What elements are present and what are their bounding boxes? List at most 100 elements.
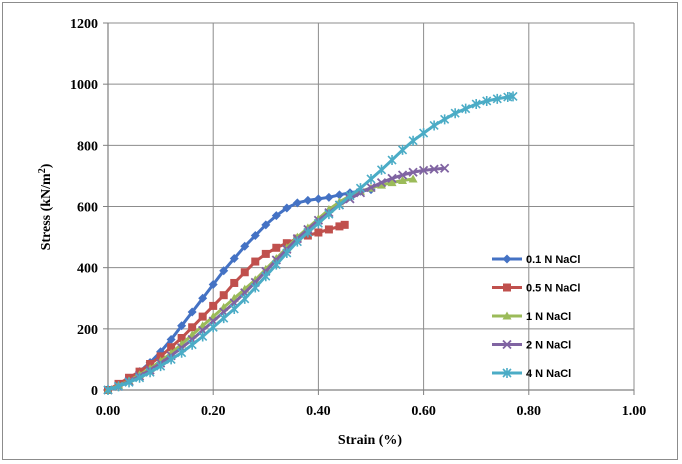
data-point	[450, 108, 460, 119]
data-point	[397, 144, 408, 155]
legend-item: 2 N NaCl	[492, 340, 571, 352]
data-point	[251, 257, 260, 266]
data-point	[240, 293, 250, 304]
data-point	[177, 334, 186, 343]
data-point	[440, 114, 450, 125]
data-point	[156, 361, 166, 372]
data-point	[492, 93, 502, 104]
x-tick-label: 1.00	[622, 404, 647, 419]
data-point	[282, 203, 292, 213]
data-point	[429, 120, 439, 131]
data-point	[508, 91, 518, 102]
series-line	[107, 188, 372, 392]
data-point	[334, 190, 344, 200]
data-point	[219, 266, 229, 276]
y-tick-label: 0	[91, 384, 98, 399]
y-axis-label: Stress (kN/m2)	[37, 163, 54, 250]
axes	[103, 22, 635, 395]
series-2	[104, 220, 349, 394]
data-point	[471, 99, 481, 110]
data-point	[440, 163, 450, 173]
data-point	[419, 128, 429, 139]
data-point	[482, 95, 492, 106]
data-point	[314, 228, 323, 237]
legend: 0.1 N NaCl 0.5 N NaCl 1 N NaCl 2 N NaCl 4 N …	[492, 254, 580, 380]
data-point	[387, 178, 397, 187]
data-point	[461, 103, 471, 114]
legend-label: 1 N NaCl	[526, 311, 571, 323]
data-point	[261, 220, 271, 230]
data-point	[208, 279, 218, 289]
data-point	[261, 271, 271, 282]
data-point	[324, 225, 333, 234]
data-point	[387, 155, 397, 166]
data-point	[166, 354, 176, 365]
data-point	[292, 236, 302, 247]
data-point	[292, 198, 302, 208]
data-point	[240, 241, 250, 251]
data-point	[355, 183, 366, 194]
data-point	[209, 301, 218, 310]
data-point	[229, 303, 239, 314]
y-tick-label: 1200	[70, 17, 98, 32]
data-point	[271, 259, 281, 270]
data-point	[303, 195, 313, 205]
y-tick-label: 600	[77, 201, 98, 216]
data-point	[103, 385, 113, 395]
y-tick-label: 800	[77, 139, 98, 154]
data-point	[187, 307, 197, 317]
data-point	[146, 360, 155, 369]
data-point	[124, 377, 134, 388]
data-point	[377, 180, 387, 189]
data-point	[303, 227, 313, 238]
x-axis-label: Strain (%)	[338, 433, 403, 448]
tick-labels: 0.00 0.20 0.40 0.60 0.80 1.00 0 200 400 600 800 100…	[70, 17, 646, 419]
x-tick-label: 0.60	[411, 404, 436, 419]
series-5	[103, 91, 518, 395]
data-point	[240, 268, 249, 277]
data-point	[198, 331, 208, 342]
data-point	[418, 165, 429, 176]
x-tick-label: 0.20	[201, 404, 226, 419]
data-point	[145, 367, 155, 378]
legend-label: 0.1 N NaCl	[526, 254, 580, 266]
data-point	[187, 339, 197, 350]
y-tick-label: 200	[77, 323, 98, 338]
y-tick-label: 400	[77, 262, 98, 277]
data-point	[230, 278, 239, 287]
data-point	[250, 282, 260, 293]
data-point	[250, 231, 260, 241]
legend-marker	[502, 339, 512, 350]
data-point	[219, 291, 228, 300]
data-point	[345, 190, 355, 201]
legend-label: 2 N NaCl	[526, 340, 571, 352]
data-point	[324, 192, 334, 202]
x-tick-label: 0.00	[96, 404, 121, 419]
data-point	[261, 249, 270, 258]
data-point	[313, 194, 323, 204]
data-point	[188, 323, 197, 332]
series-1	[103, 185, 376, 395]
data-point	[340, 220, 349, 229]
legend-item: 0.5 N NaCl	[492, 283, 580, 295]
data-point	[166, 335, 176, 345]
data-point	[198, 293, 208, 303]
data-point	[272, 243, 281, 252]
data-point	[408, 135, 418, 146]
data-point	[134, 372, 145, 383]
data-point	[335, 222, 344, 231]
legend-marker	[502, 368, 512, 378]
data-point	[429, 164, 439, 174]
data-point	[408, 167, 418, 177]
data-point	[177, 347, 187, 358]
y-tick-label: 1000	[70, 78, 98, 93]
data-point	[376, 178, 387, 188]
series-line	[107, 223, 346, 392]
data-point	[282, 247, 292, 258]
data-point	[398, 176, 408, 185]
data-point	[219, 313, 229, 324]
legend-marker	[503, 283, 511, 292]
legend-item: 1 N NaCl	[492, 311, 571, 323]
legend-label: 4 N NaCl	[526, 368, 571, 380]
